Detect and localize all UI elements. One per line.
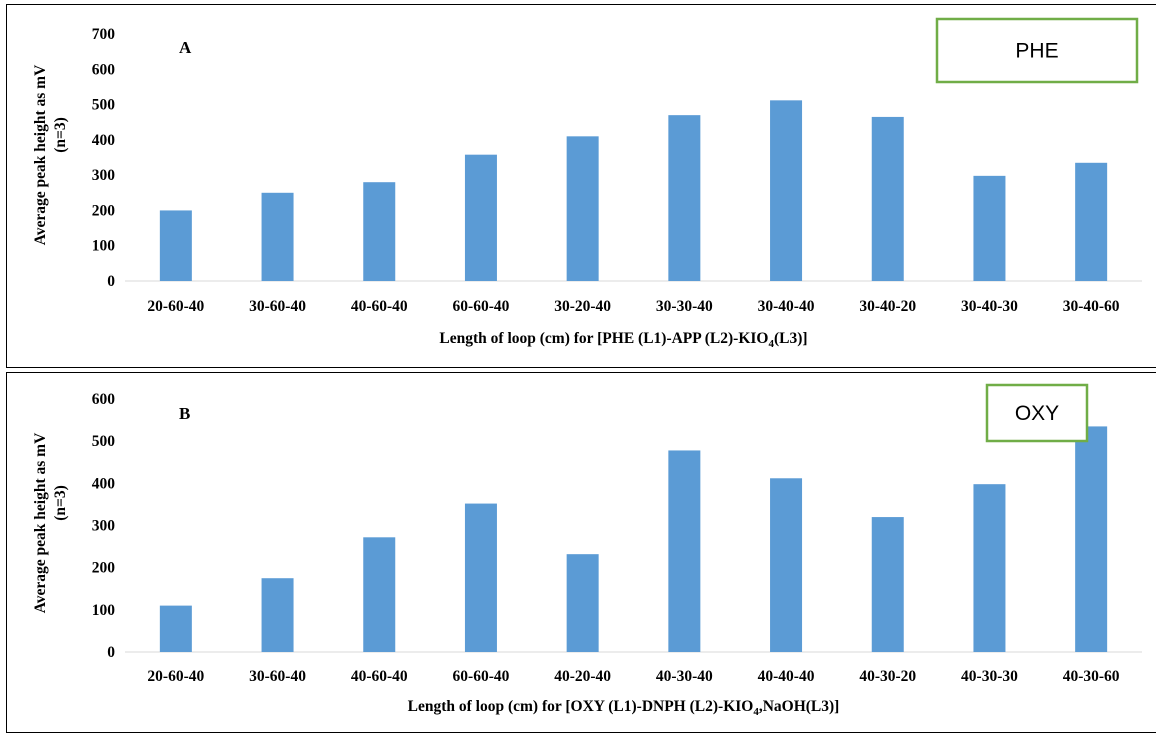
y-tick-label-b: 200: [92, 560, 116, 577]
x-tick-label-b: 40-30-60: [1063, 668, 1120, 685]
chart-b-svg: 0 100 200 300 400 500 600 20-60-40 30-60-40 40-60…: [32, 383, 1142, 718]
label-box-text-a: PHE: [1015, 40, 1058, 63]
bar-a: [1075, 162, 1108, 281]
bar-a: [566, 136, 599, 281]
bar-b: [973, 484, 1006, 652]
x-tick-label-b: 60-60-40: [453, 668, 510, 685]
bar-b: [668, 450, 701, 652]
y-tick-label-b: 300: [92, 518, 116, 535]
chart-panel-a: 0 100 200 300 400 500 600 700 20-60-40 30-60-40 40…: [6, 4, 1156, 368]
y-tick-label-a: 500: [92, 97, 116, 114]
x-tick-label-a: 30-40-30: [961, 298, 1018, 315]
x-tick-label-a: 30-40-20: [859, 298, 916, 315]
bar-b: [871, 517, 904, 652]
x-tick-label-a: 30-60-40: [249, 298, 306, 315]
bar-b: [464, 503, 497, 652]
x-tick-label-b: 40-40-40: [758, 668, 815, 685]
x-tick-label-a: 30-40-40: [758, 298, 815, 315]
chart-a-svg: 0 100 200 300 400 500 600 700 20-60-40 30-60-40 40…: [32, 17, 1142, 350]
x-axis-title-a: Length of loop (cm) for [PHE (L1)-APP (L…: [439, 330, 807, 350]
y-axis-title-line2-b: (n=3): [52, 485, 69, 521]
x-tick-label-b: 40-30-30: [961, 668, 1018, 685]
y-tick-label-a: 600: [92, 61, 116, 78]
y-tick-label-a: 200: [92, 202, 116, 219]
x-axis-title-b: Length of loop (cm) for [OXY (L1)-DNPH (…: [408, 698, 840, 718]
x-tick-label-a: 60-60-40: [453, 298, 510, 315]
bar-b: [566, 554, 599, 652]
x-tick-label-b: 40-30-20: [859, 668, 916, 685]
bar-a: [363, 182, 396, 281]
x-tick-label-a: 30-20-40: [554, 298, 611, 315]
y-tick-label-b: 0: [107, 644, 115, 661]
label-box-a: [935, 17, 1139, 84]
bar-a: [973, 175, 1006, 281]
bar-b: [261, 578, 294, 652]
y-tick-label-a: 300: [92, 167, 116, 184]
y-tick-label-a: 100: [92, 238, 116, 255]
y-tick-label-a: 400: [92, 132, 116, 149]
panel-letter-a: A: [179, 38, 192, 57]
bar-a: [770, 100, 803, 281]
x-tick-label-a: 20-60-40: [147, 298, 204, 315]
label-box-b: [985, 383, 1089, 443]
panel-letter-b: B: [179, 404, 190, 423]
bar-a: [159, 210, 192, 281]
x-tick-label-b: 40-20-40: [554, 668, 611, 685]
bar-b: [1075, 426, 1108, 652]
label-box-text-b: OXY: [1015, 402, 1059, 425]
y-axis-title-line2-a: (n=3): [52, 117, 69, 153]
y-tick-label-a: 700: [92, 26, 116, 43]
bar-b: [770, 478, 803, 652]
y-tick-label-b: 500: [92, 433, 116, 450]
y-tick-label-b: 400: [92, 475, 116, 492]
x-tick-label-b: 20-60-40: [147, 668, 204, 685]
bar-b: [159, 605, 192, 652]
bar-a: [668, 115, 701, 282]
bar-b: [363, 537, 396, 652]
bar-a: [464, 154, 497, 281]
bar-a: [871, 116, 904, 282]
x-tick-label-a: 40-60-40: [351, 298, 408, 315]
y-tick-label-a: 0: [107, 273, 115, 290]
x-tick-label-a: 30-40-60: [1063, 298, 1120, 315]
x-tick-label-a: 30-30-40: [656, 298, 713, 315]
bar-a: [261, 192, 294, 281]
x-tick-label-b: 30-60-40: [249, 668, 306, 685]
y-tick-label-b: 600: [92, 391, 116, 408]
x-tick-label-b: 40-60-40: [351, 668, 408, 685]
x-tick-label-b: 40-30-40: [656, 668, 713, 685]
y-axis-title-a: Average peak height as mV: [32, 64, 49, 245]
y-axis-title-b: Average peak height as mV: [32, 432, 49, 613]
y-tick-label-b: 100: [92, 602, 116, 619]
chart-panel-b: 0 100 200 300 400 500 600 20-60-40 30-60-40 40-60…: [6, 372, 1156, 733]
